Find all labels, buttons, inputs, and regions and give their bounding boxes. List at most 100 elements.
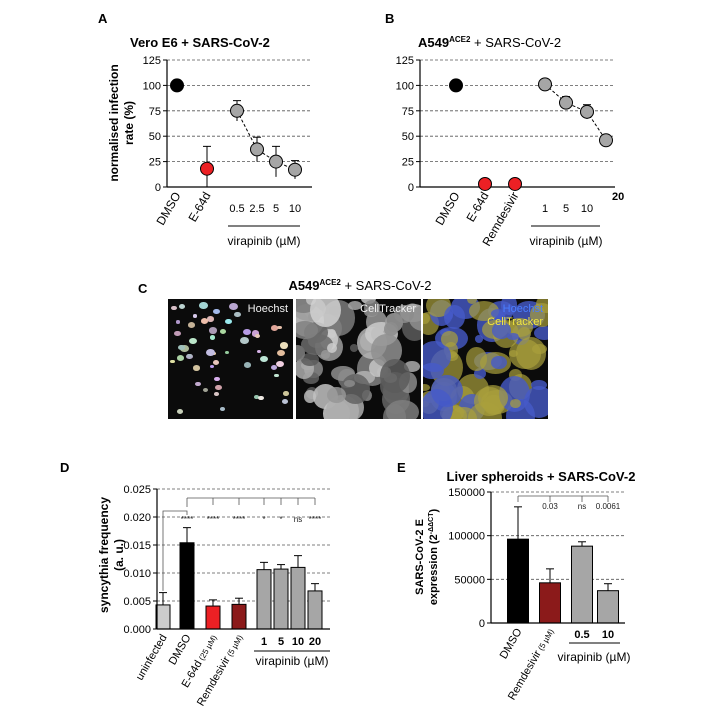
- panel-d-x-tick-label: 20: [309, 636, 321, 648]
- panel-e-bar: [571, 545, 593, 624]
- cell-blob: [208, 327, 218, 334]
- panel-e-x-tick-main: Remdesivir: [506, 648, 544, 702]
- cell-blob: [225, 350, 230, 354]
- cell-blob: [171, 305, 177, 311]
- cell-blob: [423, 384, 431, 391]
- merge-hoechst-label: Hoechst: [502, 303, 543, 315]
- panel-b-series-line: [544, 84, 607, 141]
- panel-b-data-point: [478, 176, 492, 191]
- merge-celltracker-label: CellTracker: [487, 316, 543, 328]
- panel-c-letter: C: [138, 281, 148, 296]
- cell-blob: [393, 305, 414, 324]
- panel-b-group-label: virapinib (µM): [530, 234, 603, 248]
- cell-blob: [300, 333, 334, 355]
- cell-blob: [195, 381, 202, 387]
- cell-blob: [239, 336, 249, 344]
- e-y-tick-label: 150000: [448, 487, 485, 499]
- b-y-tick-label: 100: [396, 80, 414, 92]
- panel-b-data-point: [508, 176, 522, 191]
- e-y-tick-label: 100000: [448, 531, 485, 543]
- cell-blob: [251, 330, 260, 337]
- panel-d-significance-label: *: [262, 515, 265, 524]
- cell-blob: [296, 344, 306, 361]
- panel-a-plot: [170, 78, 302, 187]
- panel-d-letter: D: [60, 460, 69, 475]
- cell-blob: [187, 321, 196, 328]
- cell-blob: [467, 299, 478, 304]
- panel-b-data-point: [599, 133, 613, 148]
- hoechst-label: Hoechst: [247, 303, 288, 315]
- panel-b-data-point: [580, 104, 594, 119]
- panel-e-letter: E: [397, 460, 406, 475]
- panel-b-x-tick-label: 5: [563, 203, 569, 215]
- cell-blob: [491, 355, 507, 370]
- cell-blob: [215, 384, 223, 391]
- cell-blob: [178, 304, 185, 310]
- cell-blob: [277, 349, 285, 357]
- cell-blob: [383, 322, 399, 337]
- cell-blob: [213, 308, 221, 315]
- panel-e-plot: [507, 506, 619, 624]
- a-y-tick-label: 0: [155, 182, 161, 194]
- panel-d-grid: [157, 488, 330, 602]
- panel-b-x-tick-label: DMSO: [432, 190, 462, 228]
- panel-d-x-tick-sub: (25 µM): [196, 633, 219, 664]
- panel-a: A Vero E6 + SARS-CoV-2 normalised infect…: [98, 11, 312, 248]
- panel-a-data-point: [170, 78, 184, 93]
- cell-blob: [443, 304, 466, 329]
- panel-d-ylabel-line1: syncythia frequency: [97, 497, 111, 613]
- b-y-tick-label: 25: [402, 157, 414, 169]
- panel-a-x-tick-label: E-64d: [185, 190, 213, 225]
- cell-blob: [225, 318, 233, 325]
- panel-a-x-labels: DMSO E-64d 0.5 2.5 5 10: [153, 190, 301, 228]
- cell-blob: [260, 355, 269, 362]
- panel-d-bar: [179, 542, 195, 630]
- microscopy-merge-image: Hoechst CellTracker: [423, 299, 548, 419]
- panel-d-x-tick-label: DMSO: [167, 632, 194, 667]
- panel-a-letter: A: [98, 11, 108, 26]
- panel-a-x-tick-label: 5: [273, 203, 279, 215]
- panel-a-data-point: [230, 103, 244, 118]
- panel-a-data-point: [288, 162, 302, 177]
- cell-blob: [344, 380, 356, 387]
- cell-blob: [320, 350, 331, 359]
- panel-e-x-tick-label: 10: [602, 629, 614, 641]
- panel-e-x-tick-label: 0.5: [574, 629, 589, 641]
- cell-blob: [274, 373, 279, 378]
- cell-blob: [176, 408, 184, 414]
- cell-blob: [477, 384, 508, 411]
- panel-d-significance-label: ****: [233, 515, 245, 524]
- panel-d-bracket-control: [162, 510, 188, 591]
- cell-blob: [532, 343, 548, 355]
- panel-b-y-ticks: 0 25 50 75 100 125: [396, 55, 420, 194]
- panel-a-ylabel-line1: normalised infection: [107, 64, 121, 181]
- cell-blob: [507, 333, 519, 341]
- panel-d-x-tick-sub: (5 µM): [224, 633, 245, 660]
- panel-d-significance-label: ****: [181, 515, 193, 524]
- cell-blob: [220, 406, 225, 411]
- d-y-tick-label: 0.010: [123, 568, 151, 580]
- cell-blob: [385, 400, 419, 419]
- panel-e: E Liver spheroids + SARS-CoV-2 SARS-CoV-…: [397, 460, 635, 702]
- panel-c: C A549ACE2 + SARS-CoV-2: [138, 278, 432, 296]
- panel-d-plot: [155, 527, 323, 630]
- panel-e-bar: [539, 582, 561, 624]
- panel-d-significance-label: ****: [207, 515, 219, 524]
- a-y-tick-label: 50: [149, 131, 161, 143]
- cell-blob: [243, 329, 251, 336]
- panel-e-x-tick-main: DMSO: [498, 626, 525, 661]
- panel-b-plot: [449, 77, 613, 191]
- panel-e-bar: [597, 590, 619, 624]
- panel-d-ylabel-line2: (a. u.): [112, 539, 126, 571]
- cell-blob: [258, 395, 264, 401]
- panel-b-title: A549ACE2 + SARS-CoV-2: [418, 35, 561, 50]
- a-y-tick-label: 100: [143, 80, 161, 92]
- cell-blob: [214, 376, 220, 381]
- cell-blob: [214, 392, 219, 397]
- cell-blob: [310, 299, 341, 328]
- panel-b-data-point: [449, 78, 463, 93]
- panel-d-bar: [307, 590, 323, 630]
- panel-d: D syncythia frequency (a. u.) 0.000 0.005…: [60, 460, 330, 708]
